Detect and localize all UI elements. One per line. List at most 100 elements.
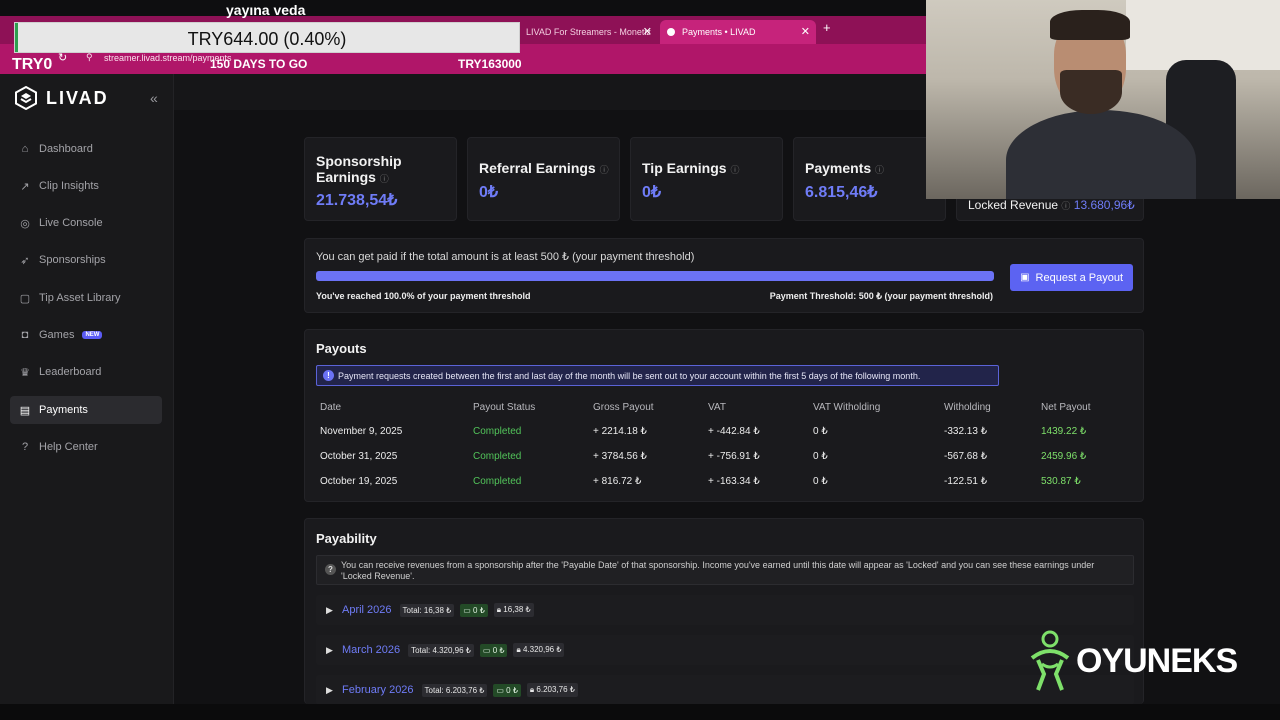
column-header[interactable]: Gross Payout [593, 402, 654, 413]
locked-amount: 6.203,76 ₺ [536, 685, 575, 694]
app-header [174, 74, 926, 110]
locked-pill: 🔒︎ 16,38 ₺ [493, 603, 534, 617]
sidebar-item-help-center[interactable]: ? Help Center [10, 433, 162, 461]
cell-date: October 31, 2025 [320, 451, 398, 462]
tab-label: LIVAD For Streamers - Monetiz [526, 27, 651, 37]
month-name[interactable]: April 2026 [342, 604, 392, 616]
livad-logo-icon [15, 86, 37, 110]
cell-vat-witholding: 0 ₺ [813, 426, 828, 437]
locked-value: 13.680,96₺ [1073, 198, 1135, 212]
trophy-icon: ♛ [20, 366, 30, 379]
sidebar-item-games[interactable]: ◘ Games NEW [10, 321, 162, 349]
total-pill: Total: 4.320,96 ₺ [408, 643, 474, 657]
help-icon: ? [21, 441, 29, 453]
cell-net: 2459.96 ₺ [1041, 451, 1087, 462]
cell-witholding: -332.13 ₺ [944, 426, 988, 437]
total-pill: Total: 6.203,76 ₺ [421, 683, 488, 697]
sidebar-item-label: Clip Insights [39, 180, 99, 192]
cell-date: November 9, 2025 [320, 426, 403, 437]
cell-witholding: -567.68 ₺ [944, 451, 988, 462]
card-title-text: Tip Earnings [642, 160, 727, 176]
sidebar-item-label: Leaderboard [39, 366, 102, 378]
reload-icon[interactable]: ↻ [58, 52, 68, 64]
sidebar-item-clip-insights[interactable]: ↗ Clip Insights [10, 172, 162, 200]
cash-icon: ▭ [496, 685, 504, 695]
payouts-card: Payouts ! Payment requests created betwe… [304, 329, 1144, 502]
tab-payments[interactable]: Payments • LIVAD ✕ [660, 20, 816, 44]
sidebar-item-payments[interactable]: ▤ Payments [10, 396, 162, 424]
info-icon[interactable]: ⓘ [1061, 201, 1071, 211]
column-header[interactable]: VAT Witholding [813, 402, 881, 413]
cash-icon: ▭ [463, 605, 471, 615]
request-payout-button[interactable]: ▣ Request a Payout [1010, 264, 1133, 291]
sidebar-item-tip-asset-library[interactable]: ▢ Tip Asset Library [10, 284, 162, 312]
card-value: 0₺ [479, 184, 499, 201]
cell-vat: + -442.84 ₺ [708, 426, 760, 437]
payable-pill: ▭ 0 ₺ [479, 643, 508, 657]
expand-icon[interactable]: ▶ [326, 604, 333, 615]
card-title-line: Earnings [316, 169, 376, 185]
payable-amount: 0 ₺ [473, 605, 485, 615]
info-icon: ! [323, 370, 334, 381]
webcam-background [1126, 0, 1280, 70]
column-header[interactable]: VAT [708, 402, 726, 413]
favicon-icon [667, 28, 675, 36]
lock-icon: 🔒︎ [529, 685, 535, 694]
info-icon[interactable]: ⓘ [730, 165, 740, 175]
expand-icon[interactable]: ▶ [326, 644, 333, 655]
goal-target: TRY163000 [458, 57, 522, 71]
watermark-text: OYUNEKS [1076, 641, 1238, 680]
card-title: Payments ⓘ [805, 160, 884, 178]
column-header[interactable]: Net Payout [1041, 402, 1091, 413]
site-info-icon[interactable]: ⚲ [86, 52, 93, 62]
sidebar-item-leaderboard[interactable]: ♛ Leaderboard [10, 358, 162, 386]
month-name[interactable]: February 2026 [342, 684, 414, 696]
sidebar-item-label: Payments [39, 404, 88, 416]
column-header[interactable]: Date [320, 402, 342, 413]
wallet-icon: ▣ [1020, 272, 1030, 283]
sidebar-item-label: Games [39, 329, 75, 341]
card-title: Referral Earnings ⓘ [479, 160, 609, 178]
close-icon[interactable]: ✕ [642, 26, 652, 38]
sidebar-item-dashboard[interactable]: ⌂ Dashboard [10, 135, 162, 163]
expand-icon[interactable]: ▶ [326, 684, 333, 695]
cell-net: 1439.22 ₺ [1041, 426, 1087, 437]
month-row-february-2026[interactable]: ▶ February 2026 Total: 6.203,76 ₺ ▭ 0 ₺ … [316, 675, 1134, 705]
chart-icon: ↗ [20, 180, 30, 193]
payability-title: Payability [316, 531, 377, 546]
help-icon: ? [325, 564, 336, 575]
sidebar-item-live-console[interactable]: ◎ Live Console [10, 209, 162, 237]
webcam-person-beard [1060, 70, 1122, 114]
payable-amount: 0 ₺ [506, 685, 518, 695]
new-tab-icon[interactable]: + [823, 20, 831, 35]
info-icon[interactable]: ⓘ [875, 165, 885, 175]
tab-livad-streamers[interactable]: LIVAD For Streamers - Monetiz ✕ [516, 20, 658, 44]
close-icon[interactable]: ✕ [800, 26, 810, 38]
rocket-icon: ➶ [20, 254, 30, 267]
info-icon[interactable]: ⓘ [599, 165, 609, 175]
goal-amount: TRY644.00 (0.40%) [187, 29, 347, 49]
goal-days: 150 DAYS TO GO [210, 57, 308, 71]
logo[interactable]: LIVAD [14, 86, 109, 110]
threshold-progress-fill [316, 271, 994, 281]
column-header[interactable]: Witholding [944, 402, 991, 413]
cell-net: 530.87 ₺ [1041, 476, 1081, 487]
collapse-sidebar-icon[interactable]: « [150, 90, 158, 106]
payable-pill: ▭ 0 ₺ [493, 683, 521, 697]
url-text[interactable]: streamer.livad.stream/payments [104, 53, 232, 63]
month-row-april-2026[interactable]: ▶ April 2026 Total: 16,38 ₺ ▭ 0 ₺ 🔒︎ 16,… [316, 595, 1134, 625]
cell-witholding: -122.51 ₺ [944, 476, 988, 487]
wallet-icon: ▤ [19, 404, 31, 417]
locked-pill: 🔒︎ 4.320,96 ₺ [513, 643, 565, 657]
card-value: 21.738,54₺ [316, 192, 398, 209]
watermark: OYUNEKS [1028, 630, 1238, 692]
new-badge: NEW [82, 331, 103, 339]
month-row-march-2026[interactable]: ▶ March 2026 Total: 4.320,96 ₺ ▭ 0 ₺ 🔒︎ … [316, 635, 1134, 665]
column-header[interactable]: Payout Status [473, 402, 536, 413]
sidebar-item-sponsorships[interactable]: ➶ Sponsorships [10, 246, 162, 274]
card-title: Tip Earnings ⓘ [642, 160, 739, 178]
sidebar-item-label: Live Console [39, 217, 103, 229]
info-icon[interactable]: ⓘ [379, 174, 389, 184]
month-name[interactable]: March 2026 [342, 644, 401, 656]
